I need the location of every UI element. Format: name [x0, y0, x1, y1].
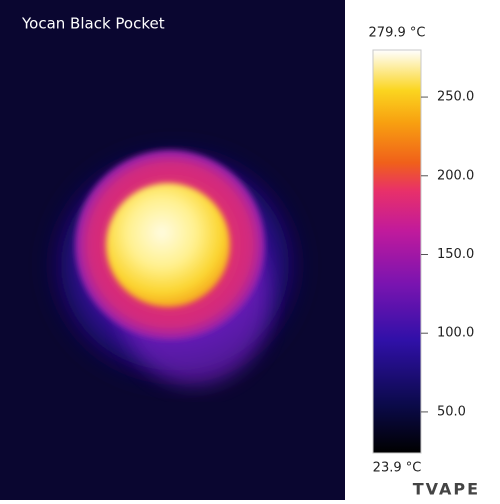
- colorbar-max-label: 279.9 °C: [369, 26, 426, 41]
- title: Yocan Black Pocket: [21, 15, 165, 33]
- colorbar: [372, 49, 422, 454]
- colorbar-min-label: 23.9 °C: [373, 461, 422, 476]
- tick-label: 100.0: [437, 326, 474, 341]
- tick-label: 250.0: [437, 90, 474, 105]
- legend-panel: [345, 0, 500, 500]
- tick-label: 150.0: [437, 247, 474, 262]
- watermark: TVAPE: [413, 480, 480, 499]
- tick-label: 50.0: [437, 404, 466, 419]
- tick-label: 200.0: [437, 168, 474, 183]
- colorbar-scale: 23.9 °C 279.9 °C 250.0 200.0 150.0 100.0 50.0: [369, 26, 475, 476]
- heat-core: [106, 183, 230, 307]
